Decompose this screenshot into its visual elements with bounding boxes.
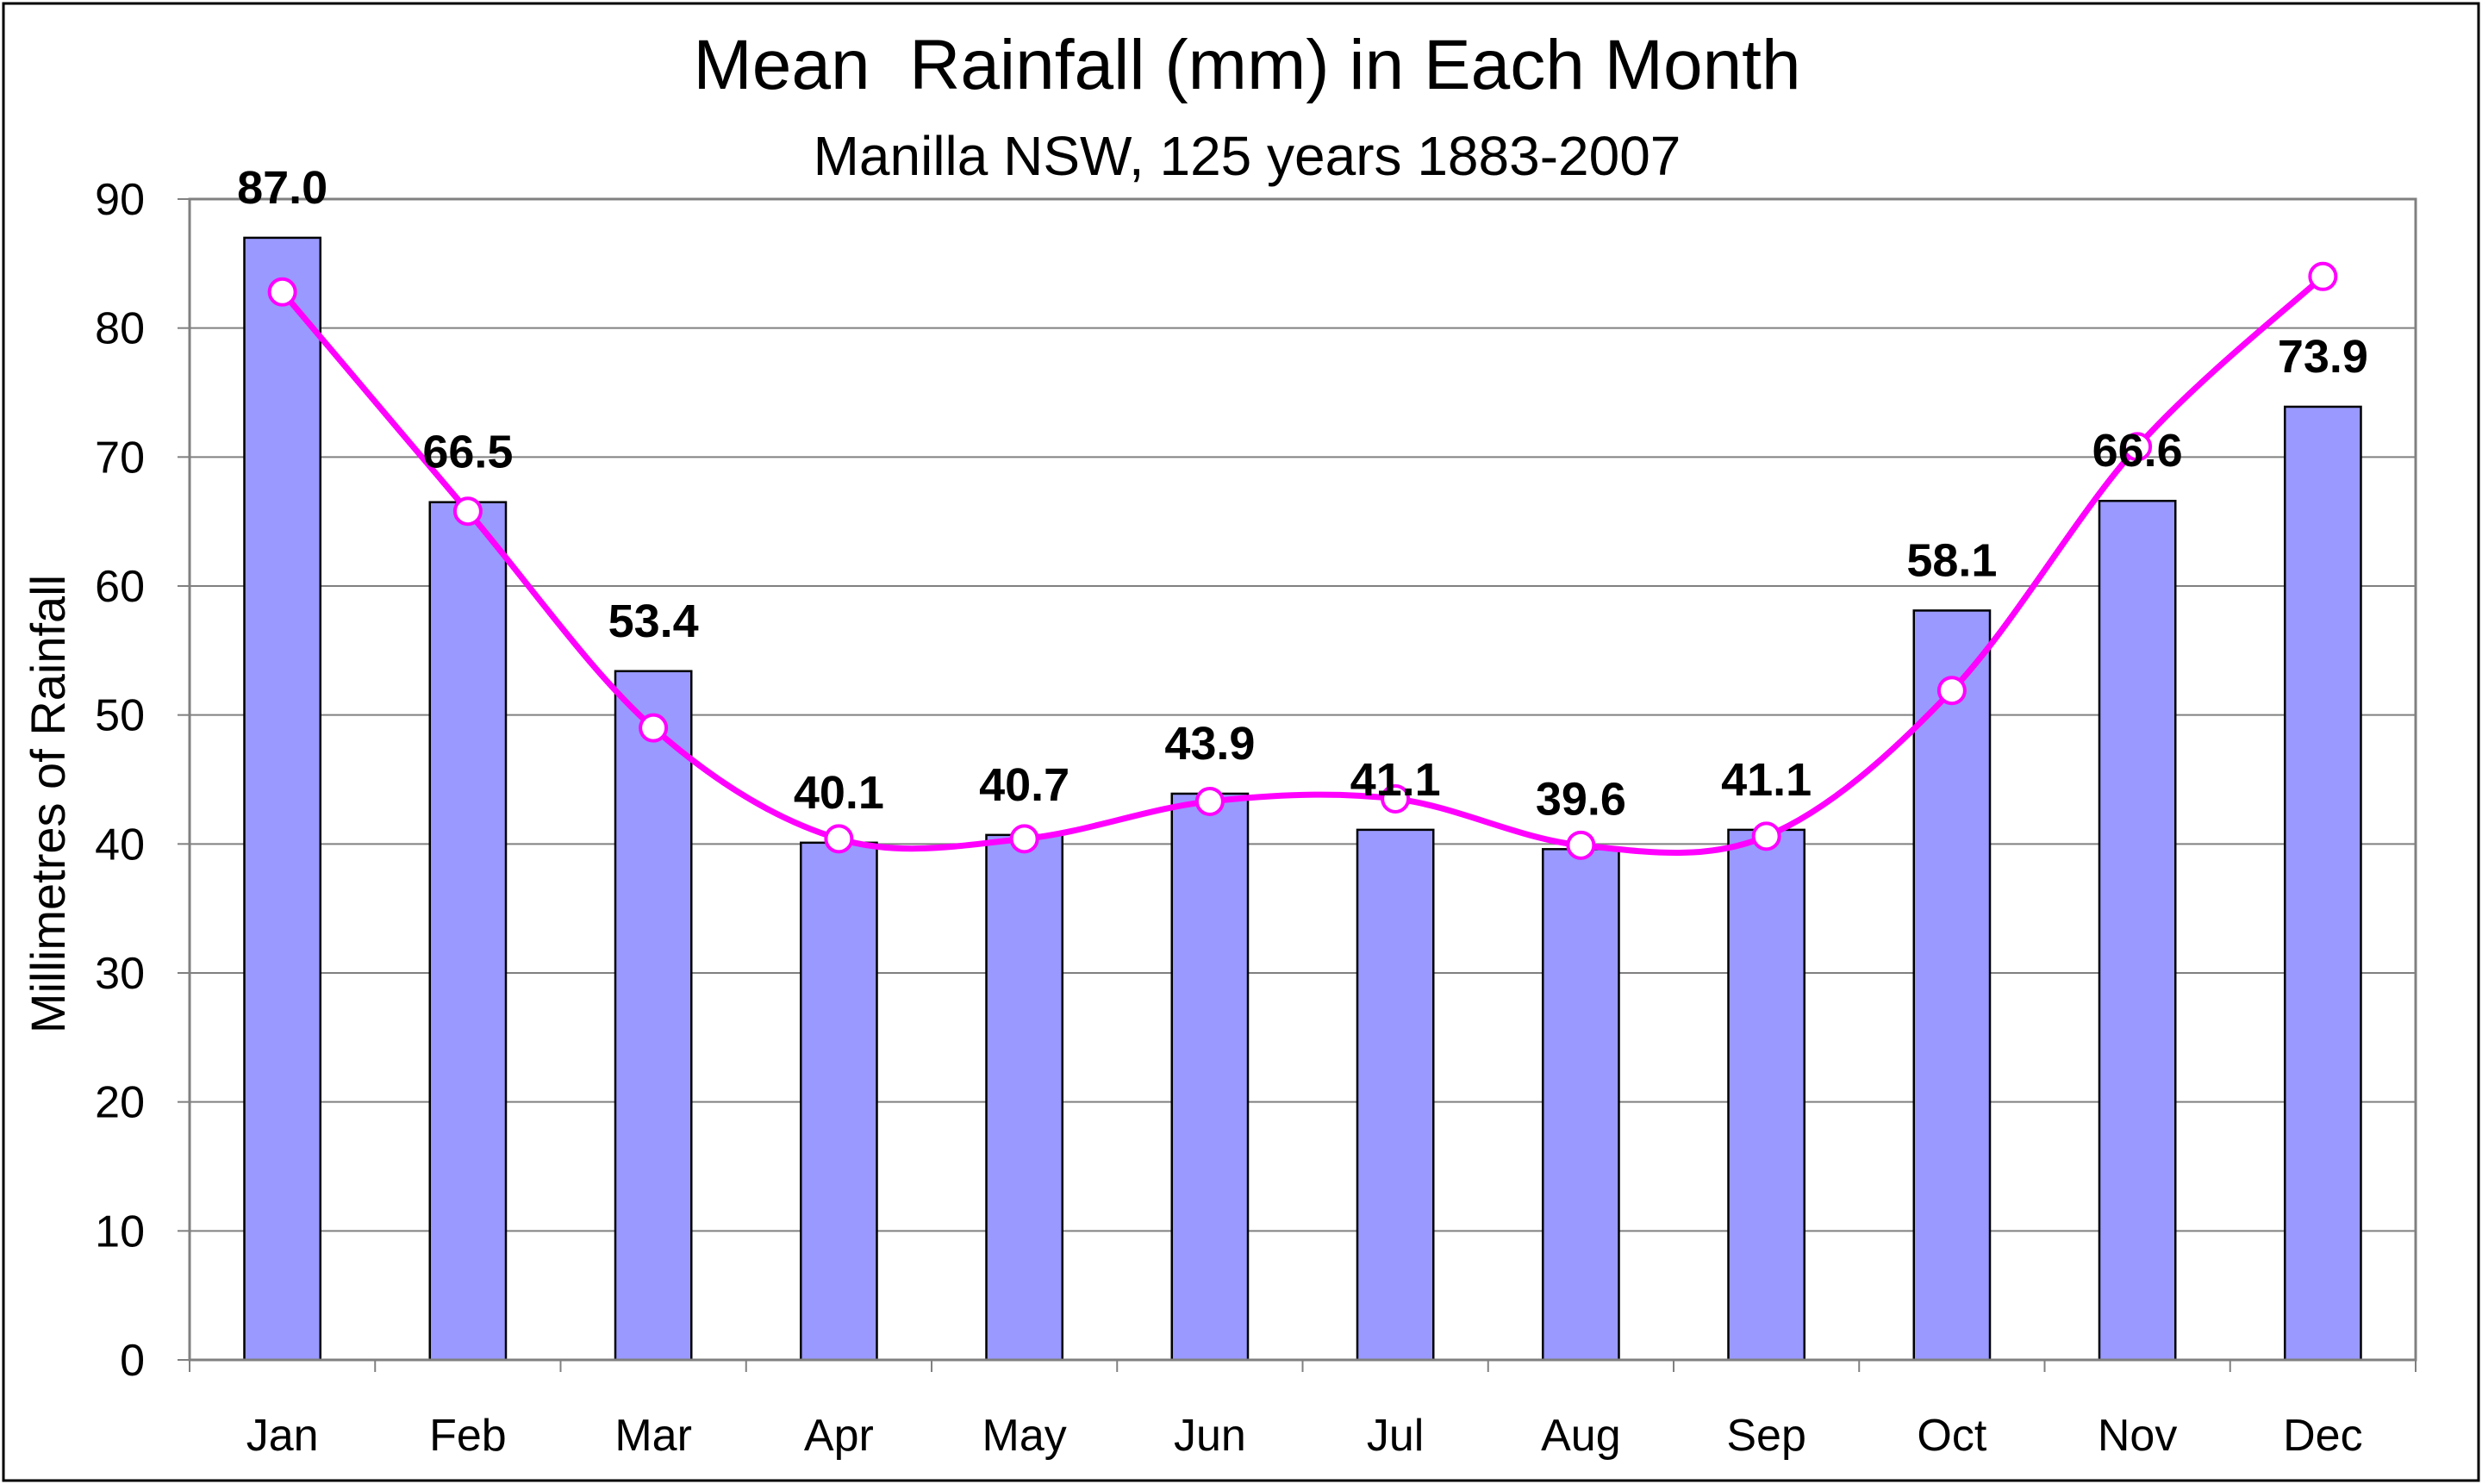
trend-marker-jan — [267, 277, 297, 307]
y-tick-label: 80 — [95, 304, 145, 354]
chart-subtitle: Manilla NSW, 125 years 1883-2007 — [814, 125, 1681, 187]
x-tick-label: Oct — [1917, 1411, 1986, 1461]
trend-marker-mar — [639, 713, 669, 743]
y-tick-label: 30 — [95, 949, 145, 999]
y-tick-label: 40 — [95, 820, 145, 870]
data-label: 87.0 — [237, 162, 327, 214]
data-label: 53.4 — [608, 595, 699, 647]
data-label: 73.9 — [2278, 331, 2368, 383]
data-label: 41.1 — [1721, 754, 1812, 806]
y-tick-label: 50 — [95, 691, 145, 741]
x-tick-label: Aug — [1541, 1411, 1621, 1461]
trend-marker-jun — [1194, 786, 1225, 816]
data-label: 40.7 — [979, 759, 1070, 811]
data-label: 41.1 — [1350, 754, 1441, 806]
x-tick-label: Jun — [1174, 1411, 1246, 1461]
trend-marker-apr — [824, 824, 854, 854]
bar-oct — [1912, 609, 1992, 1362]
data-label: 66.5 — [422, 427, 513, 478]
trend-marker-oct — [1936, 676, 1967, 706]
bar-jan — [243, 236, 322, 1362]
y-tick-label: 20 — [95, 1078, 145, 1128]
y-tick-label: 0 — [120, 1336, 145, 1386]
x-axis: Jan Feb Mar Apr May Jun Jul Aug Sep Oct Nov Dec — [189, 1358, 2417, 1461]
x-tick-label: Feb — [429, 1411, 507, 1461]
bar-dec — [2283, 405, 2362, 1362]
trend-marker-sep — [1751, 821, 1781, 851]
trend-marker-nov — [2123, 432, 2153, 462]
x-tick-label: Dec — [2283, 1411, 2362, 1461]
x-tick-label: Nov — [2098, 1411, 2177, 1461]
y-axis: 0 10 20 30 40 50 60 70 80 90 — [95, 175, 190, 1386]
y-axis-title: Millimetres of Rainfall — [21, 575, 75, 1033]
x-tick-label: Mar — [614, 1411, 692, 1461]
bar-series — [243, 236, 2362, 1362]
line-series — [267, 261, 2338, 860]
bar-may — [985, 833, 1064, 1362]
data-label: 43.9 — [1164, 718, 1255, 770]
bar-nov — [2098, 499, 2177, 1362]
data-label: 66.6 — [2092, 425, 2183, 477]
bar-sep — [1727, 828, 1806, 1362]
trend-line — [279, 274, 2325, 857]
x-tick-label: Jan — [246, 1411, 319, 1461]
bar-jul — [1356, 828, 1435, 1362]
x-tick-label: Jul — [1367, 1411, 1424, 1461]
x-tick-label: Sep — [1726, 1411, 1806, 1461]
data-labels: 87.0 66.5 53.4 40.1 40.7 43.9 41.1 39.6 41.1 58.1… — [237, 162, 2368, 825]
trend-marker-aug — [1566, 830, 1596, 860]
trend-marker-dec — [2308, 261, 2338, 291]
y-tick-label: 10 — [95, 1207, 145, 1256]
gridlines — [190, 327, 2416, 1232]
plot-area — [188, 197, 2417, 1362]
y-tick-label: 70 — [95, 433, 145, 483]
trend-marker-feb — [452, 496, 483, 527]
y-tick-label: 90 — [95, 175, 145, 225]
data-label: 40.1 — [794, 767, 884, 819]
trend-marker-may — [1009, 824, 1039, 854]
bar-jun — [1170, 792, 1250, 1362]
bar-mar — [614, 670, 693, 1362]
bar-apr — [799, 841, 878, 1362]
x-tick-label: May — [982, 1411, 1067, 1461]
trend-marker-jul — [1381, 783, 1411, 814]
data-label: 39.6 — [1536, 773, 1626, 825]
data-label: 58.1 — [1906, 534, 1997, 586]
x-tick-label: Apr — [804, 1411, 874, 1461]
y-tick-label: 60 — [95, 562, 145, 612]
bar-aug — [1541, 848, 1620, 1362]
bar-feb — [428, 501, 508, 1362]
chart-title: Mean Rainfall (mm) in Each Month — [693, 26, 1800, 104]
